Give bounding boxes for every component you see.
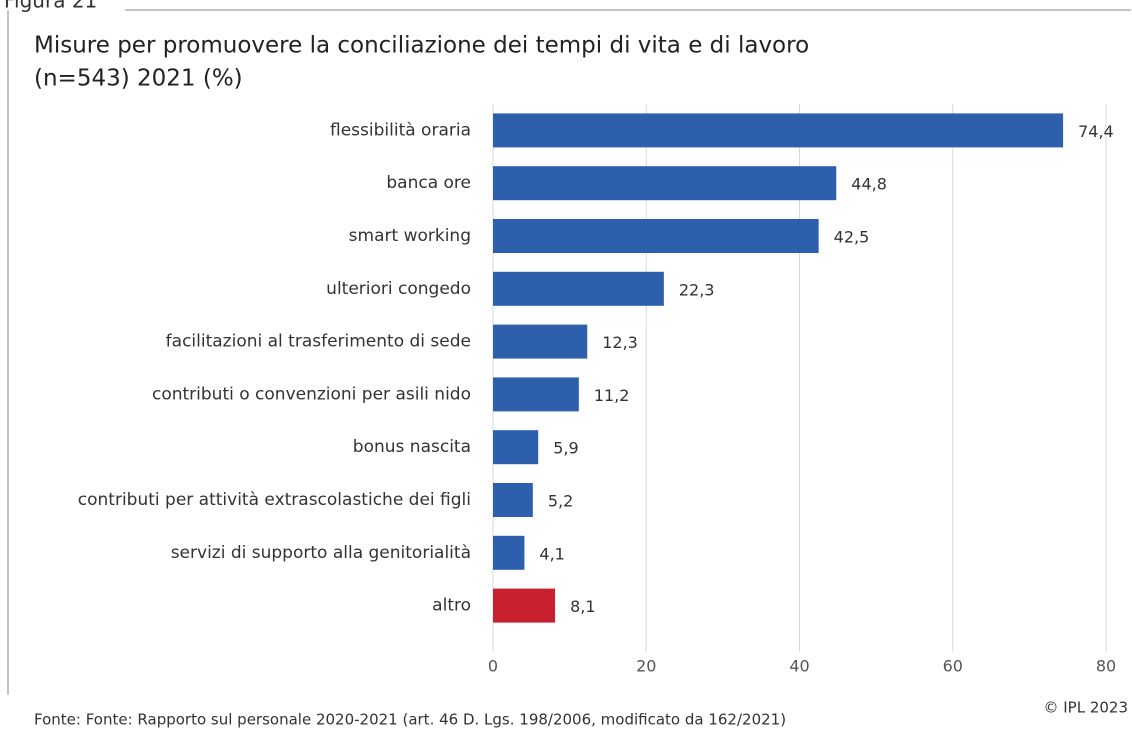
bar [493,483,533,517]
source: Fonte: Fonte: Rapporto sul personale 202… [34,711,786,729]
value-label: 5,9 [553,439,578,458]
x-tick-label: 0 [488,657,498,676]
bar [493,430,539,465]
y-tick-label: bonus nascita [353,437,471,457]
value-label: 22,3 [679,280,715,299]
value-label: 44,8 [851,175,887,194]
bar [493,166,837,201]
y-tick-label: flessibilità oraria [330,120,471,140]
y-tick-label: ulteriori congedo [326,279,471,299]
value-label: 12,3 [602,333,638,352]
y-tick-label: contributi per attività extrascolastiche… [78,490,471,510]
value-label: 8,1 [570,597,595,616]
value-label: 4,1 [539,544,564,563]
copyright: © IPL 2023 [1043,699,1128,717]
x-tick-label: 60 [943,657,963,676]
bar [493,588,556,623]
chart-title: Misure per promuovere la conciliazione d… [34,33,809,59]
y-tick-label: servizi di supporto alla genitorialità [171,543,471,563]
chart-subtitle: (n=543) 2021 (%) [34,66,243,92]
y-tick-label: contributi o convenzioni per asili nido [152,384,471,404]
figure-label: Figura 21 [4,0,97,13]
frame [7,9,1131,695]
y-tick-label: facilitazioni al trasferimento di sede [166,332,471,352]
y-tick-label: altro [432,596,471,616]
x-tick-label: 20 [636,657,656,676]
x-tick-label: 80 [1096,657,1116,676]
value-label: 74,4 [1078,122,1114,141]
bar [493,324,588,359]
bar [493,377,579,412]
value-label: 5,2 [548,492,573,511]
y-tick-label: smart working [349,226,471,246]
y-tick-label: banca ore [386,173,471,193]
x-tick-label: 40 [789,657,809,676]
bar [493,535,525,570]
bar [493,219,819,253]
value-label: 11,2 [594,386,630,405]
bar [493,271,664,306]
value-label: 42,5 [834,228,870,247]
bar [493,113,1064,148]
